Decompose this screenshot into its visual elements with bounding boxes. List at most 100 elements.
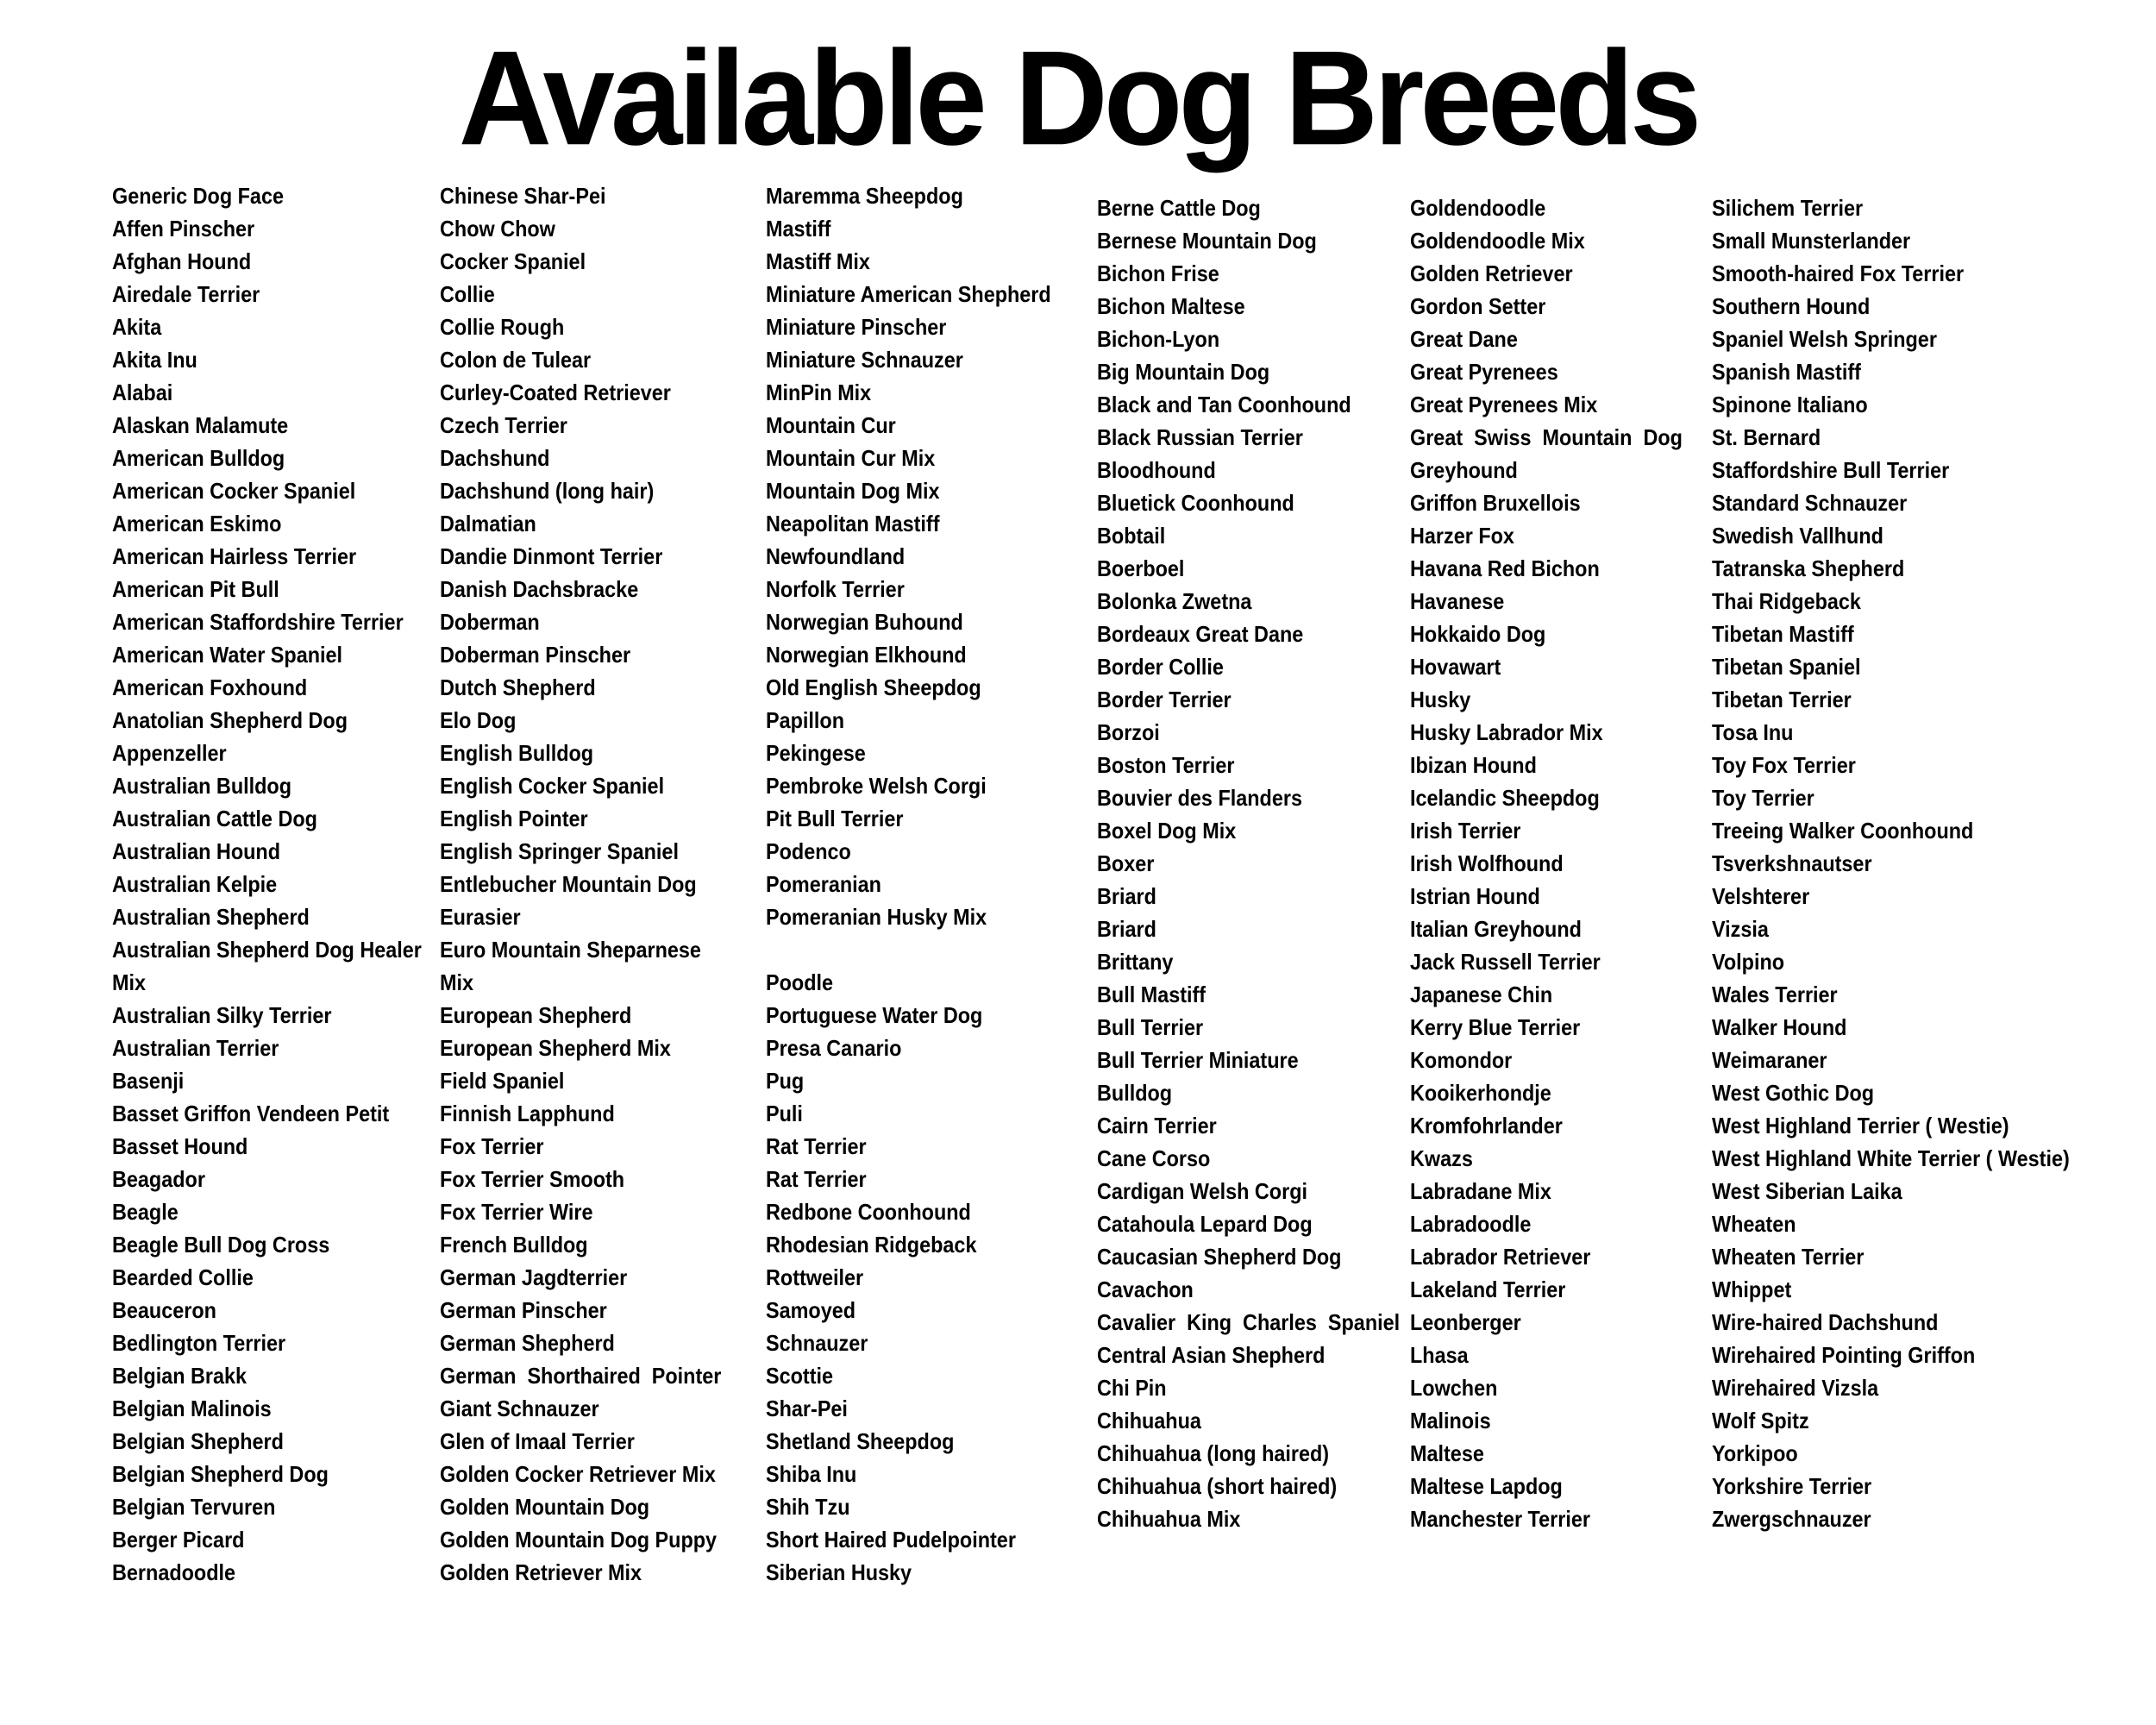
breed-item: Cavachon <box>1097 1276 1194 1302</box>
breed-item: Kwazs <box>1410 1145 1473 1171</box>
breed-item: German Jagdterrier <box>440 1264 628 1290</box>
breed-item: Kerry Blue Terrier <box>1410 1014 1581 1040</box>
breed-item: Miniature Schnauzer <box>766 347 963 373</box>
breed-item: Alaskan Malamute <box>112 412 289 438</box>
breed-item: German Shorthaired Pointer <box>440 1363 722 1389</box>
breed-item: Cavalier King Charles Spaniel <box>1097 1309 1401 1335</box>
breed-item: Australian Terrier <box>112 1035 279 1061</box>
breed-item: American Eskimo <box>112 511 282 536</box>
list-spacer <box>766 933 1064 966</box>
breed-item: Smooth-haired Fox Terrier <box>1712 260 1965 286</box>
breed-item: Mountain Cur Mix <box>766 445 936 471</box>
breed-item: Cane Corso <box>1097 1145 1211 1171</box>
breed-item: English Cocker Spaniel <box>440 773 665 799</box>
breed-item: Walker Hound <box>1712 1014 1847 1040</box>
breed-item: Great Swiss Mountain Dog <box>1410 424 1683 450</box>
breed-item: Poodle <box>766 969 834 995</box>
breed-item: Mastiff Mix <box>766 248 870 274</box>
breed-item: Golden Mountain Dog <box>440 1494 650 1520</box>
breed-item: Pit Bull Terrier <box>766 806 904 831</box>
breed-item: Mastiff <box>766 216 831 242</box>
breed-item: Shar-Pei <box>766 1396 848 1421</box>
breed-item: Spaniel Welsh Springer <box>1712 326 1937 352</box>
breed-column-1: Generic Dog Face Affen Pinscher Afghan Hou… <box>112 179 440 1589</box>
breed-item: Great Pyrenees Mix <box>1410 392 1598 417</box>
breed-item: English Bulldog <box>440 740 594 766</box>
breed-item: Cairn Terrier <box>1097 1113 1217 1138</box>
breed-item: Lakeland Terrier <box>1410 1276 1566 1302</box>
breed-item: Chihuahua (short haired) <box>1097 1473 1338 1499</box>
breed-item: Labradoodle <box>1410 1211 1532 1237</box>
breed-item: Jack Russell Terrier <box>1410 949 1601 975</box>
breed-item: Collie <box>440 281 495 307</box>
breed-item: Australian Bulldog <box>112 773 292 799</box>
breed-item: Bernese Mountain Dog <box>1097 228 1317 254</box>
breed-item: Boston Terrier <box>1097 752 1235 778</box>
breed-item: Rottweiler <box>766 1264 864 1290</box>
breed-item: Lhasa <box>1410 1342 1469 1368</box>
breed-item: Bull Mastiff <box>1097 982 1206 1007</box>
breed-item: Affen Pinscher <box>112 216 255 242</box>
breed-item: Fox Terrier Smooth <box>440 1166 625 1192</box>
breed-item: Bichon Maltese <box>1097 293 1245 319</box>
breed-columns: Generic Dog Face Affen Pinscher Afghan Hou… <box>0 179 2156 1589</box>
breed-item: Norfolk Terrier <box>766 576 905 602</box>
breed-item: Bernadoodle <box>112 1559 236 1585</box>
breed-item: Tibetan Spaniel <box>1712 654 1861 680</box>
breed-item: Fox Terrier Wire <box>440 1199 593 1225</box>
breed-item: Goldendoodle <box>1410 195 1546 221</box>
breed-item: Presa Canario <box>766 1035 902 1061</box>
breed-item: Golden Mountain Dog Puppy <box>440 1527 718 1552</box>
breed-item: English Springer Spaniel <box>440 838 679 864</box>
breed-item: Danish Dachsbracke <box>440 576 639 602</box>
breed-item: Chihuahua Mix <box>1097 1506 1241 1532</box>
breed-item: Bluetick Coonhound <box>1097 490 1294 516</box>
breed-item: Greyhound <box>1410 457 1518 483</box>
breed-item: Australian Silky Terrier <box>112 1002 332 1028</box>
breed-item: Miniature Pinscher <box>766 314 947 340</box>
breed-item: Great Pyrenees <box>1410 359 1558 385</box>
breed-item: Wire-haired Dachshund <box>1712 1309 1939 1335</box>
breed-item: Boerboel <box>1097 555 1185 581</box>
breed-item: American Foxhound <box>112 674 308 700</box>
breed-item: Colon de Tulear <box>440 347 592 373</box>
breed-item: Silichem Terrier <box>1712 195 1864 221</box>
breed-item: Newfoundland <box>766 543 906 569</box>
breed-item: Pekingese <box>766 740 866 766</box>
breed-item: Chihuahua (long haired) <box>1097 1440 1330 1466</box>
breed-item: West Gothic Dog <box>1712 1080 1875 1106</box>
breed-item: Goldendoodle Mix <box>1410 228 1585 254</box>
breed-item: Beagle <box>112 1199 179 1225</box>
breed-item: Small Munsterlander <box>1712 228 1911 254</box>
breed-item: Chihuahua <box>1097 1408 1201 1433</box>
breed-item: Redbone Coonhound <box>766 1199 971 1225</box>
breed-item: Berne Cattle Dog <box>1097 195 1261 221</box>
breed-item: Portuguese Water Dog <box>766 1002 983 1028</box>
breed-item: Whippet <box>1712 1276 1792 1302</box>
breed-item: Belgian Brakk <box>112 1363 248 1389</box>
breed-item: Velshterer <box>1712 883 1810 909</box>
document-page: Available Dog Breeds Generic Dog Face Aff… <box>0 26 2156 1725</box>
breed-item: Weimaraner <box>1712 1047 1827 1073</box>
breed-item: Curley-Coated Retriever <box>440 380 671 405</box>
breed-item: Dachshund <box>440 445 550 471</box>
breed-item: Belgian Malinois <box>112 1396 272 1421</box>
breed-item: Bouvier des Flanders <box>1097 785 1302 811</box>
breed-item: American Cocker Spaniel <box>112 478 356 504</box>
breed-item: Bloodhound <box>1097 457 1216 483</box>
breed-item: Thai Ridgeback <box>1712 588 1861 614</box>
breed-item: Staffordshire Bull Terrier <box>1712 457 1950 483</box>
breed-item: Southern Hound <box>1712 293 1871 319</box>
breed-item: Bolonka Zwetna <box>1097 588 1252 614</box>
breed-item: Maremma Sheepdog <box>766 183 963 209</box>
breed-item: Alabai <box>112 380 173 405</box>
breed-item: Yorkipoo <box>1712 1440 1798 1466</box>
breed-column-4: Berne Cattle Dog Bernese Mountain Dog Bich… <box>1097 179 1410 1535</box>
breed-item: Catahoula Lepard Dog <box>1097 1211 1313 1237</box>
breed-item: Airedale Terrier <box>112 281 260 307</box>
breed-item: Tatranska Shepherd <box>1712 555 1905 581</box>
breed-item: Spanish Mastiff <box>1712 359 1861 385</box>
breed-item: American Staffordshire Terrier <box>112 609 404 635</box>
breed-item: American Hairless Terrier <box>112 543 357 569</box>
breed-item: Pembroke Welsh Corgi <box>766 773 987 799</box>
